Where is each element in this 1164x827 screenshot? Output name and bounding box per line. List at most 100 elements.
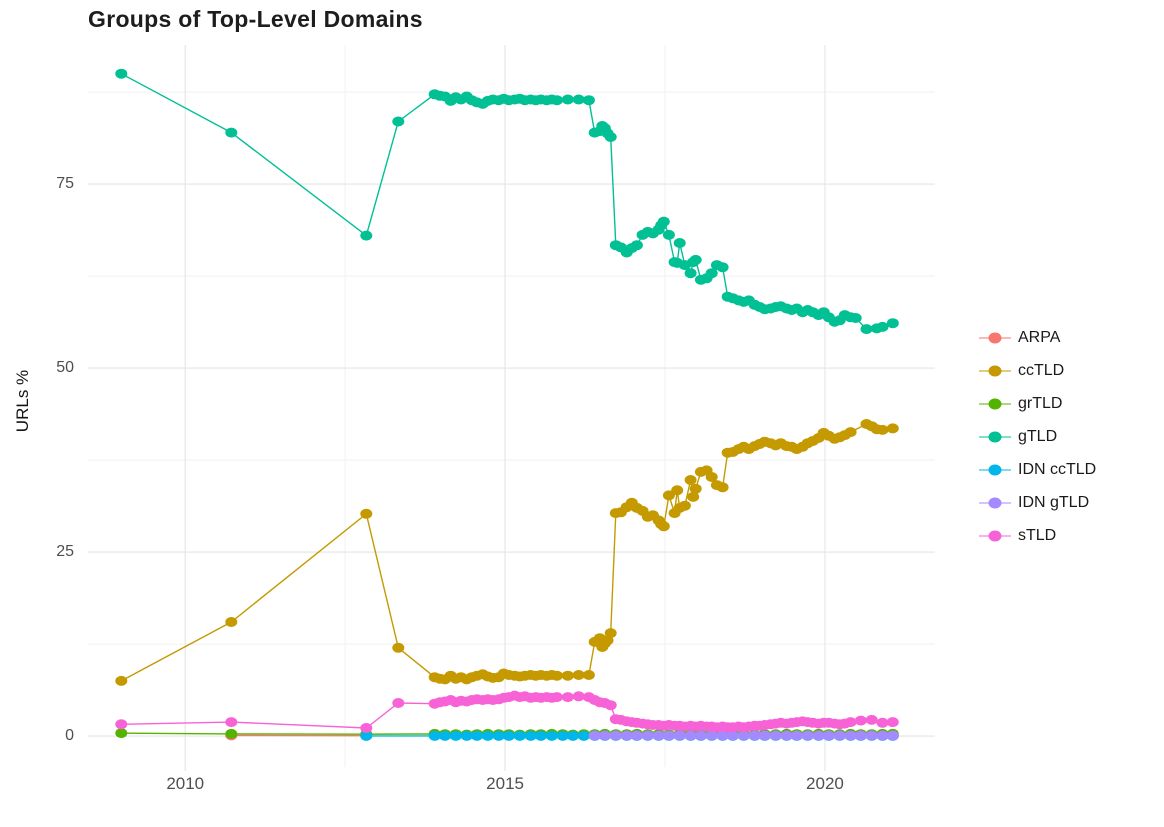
data-point-ccTLD (684, 475, 697, 485)
data-point-IDN-gTLD (726, 730, 739, 741)
legend-item-grTLD: grTLD (978, 387, 1096, 420)
data-point-gTLD (561, 94, 574, 105)
data-point-gTLD (392, 116, 405, 127)
data-point-gTLD (886, 318, 899, 329)
data-point-IDN-ccTLD (524, 730, 537, 741)
data-point-gTLD (716, 262, 729, 273)
data-point-ccTLD (225, 617, 238, 627)
legend-item-sTLD: sTLD (978, 519, 1096, 552)
legend-label: ARPA (1018, 328, 1061, 346)
data-point-IDN-gTLD (684, 730, 697, 741)
data-point-ccTLD (876, 424, 889, 435)
x-tick-label: 2020 (806, 774, 844, 793)
x-tick-label: 2015 (486, 774, 524, 793)
data-point-IDN-gTLD (865, 730, 878, 741)
data-point-IDN-ccTLD (481, 730, 494, 741)
data-point-gTLD (673, 238, 686, 248)
y-tick-label: 25 (56, 543, 74, 561)
data-point-sTLD (876, 717, 889, 728)
data-point-ccTLD (689, 483, 702, 494)
legend-item-gTLD: gTLD (978, 420, 1096, 453)
data-point-IDN-ccTLD (360, 730, 373, 741)
data-point-sTLD (572, 691, 585, 702)
data-point-gTLD (876, 321, 889, 332)
data-point-IDN-gTLD (801, 730, 814, 741)
y-tick-label: 75 (56, 175, 74, 193)
data-point-ccTLD (657, 521, 670, 532)
legend-item-ccTLD: ccTLD (978, 354, 1096, 387)
data-point-IDN-gTLD (641, 730, 654, 741)
data-point-ccTLD (360, 508, 373, 519)
data-point-IDN-ccTLD (492, 730, 505, 741)
data-point-IDN-gTLD (758, 730, 771, 741)
data-point-gTLD (849, 313, 862, 323)
data-point-grTLD (115, 728, 128, 739)
data-point-IDN-gTLD (876, 730, 889, 741)
data-point-IDN-gTLD (598, 730, 611, 741)
data-point-ccTLD (572, 670, 585, 680)
data-point-ccTLD (115, 675, 128, 686)
legend: ARPA ccTLD grTLD gTLD IDN ccTLD IDN gTLD sTLD (978, 321, 1096, 552)
data-point-IDN-gTLD (673, 730, 686, 741)
legend-key-icon (979, 530, 1011, 541)
data-point-IDN-ccTLD (471, 730, 483, 741)
legend-item-IDN-gTLD: IDN gTLD (978, 486, 1096, 519)
data-point-IDN-gTLD (854, 730, 867, 741)
data-point-ccTLD (550, 670, 563, 681)
data-point-IDN-gTLD (812, 730, 825, 741)
legend-key-icon (979, 365, 1011, 376)
data-point-gTLD (604, 132, 617, 142)
legend-item-ARPA: ARPA (978, 321, 1096, 354)
data-point-IDN-gTLD (630, 730, 643, 741)
data-point-ccTLD (582, 670, 595, 680)
y-tick-label: 50 (56, 359, 74, 377)
data-point-gTLD (115, 68, 128, 79)
data-point-IDN-gTLD (822, 730, 835, 741)
data-point-IDN-gTLD (748, 730, 761, 741)
data-point-sTLD (844, 717, 857, 728)
data-point-IDN-gTLD (833, 730, 846, 741)
legend-label: IDN ccTLD (1018, 460, 1097, 478)
data-point-IDN-ccTLD (566, 730, 579, 741)
data-point-sTLD (225, 717, 238, 728)
data-point-IDN-gTLD (769, 730, 782, 741)
data-point-IDN-gTLD (705, 730, 718, 741)
legend-label: sTLD (1018, 526, 1057, 544)
data-point-ccTLD (604, 628, 617, 639)
data-point-IDN-ccTLD (449, 730, 462, 741)
data-point-gTLD (662, 229, 675, 240)
data-point-IDN-gTLD (694, 730, 707, 741)
x-tick-label: 2010 (166, 774, 205, 793)
data-point-gTLD (572, 94, 585, 105)
data-point-IDN-gTLD (620, 730, 633, 741)
data-point-gTLD (550, 95, 563, 106)
legend-label: IDN gTLD (1018, 493, 1090, 511)
data-point-IDN-ccTLD (534, 730, 547, 741)
data-point-IDN-gTLD (588, 730, 601, 741)
data-point-ccTLD (392, 642, 405, 653)
legend-label: gTLD (1018, 427, 1058, 445)
legend-item-IDN-ccTLD: IDN ccTLD (978, 453, 1096, 486)
legend-key-icon (979, 497, 1011, 508)
data-point-ccTLD (671, 485, 684, 496)
data-point-IDN-gTLD (716, 730, 729, 741)
data-point-gTLD (705, 268, 718, 279)
data-point-IDN-ccTLD (577, 730, 590, 741)
data-point-gTLD (360, 230, 373, 241)
data-point-ccTLD (886, 423, 899, 434)
data-point-ccTLD (687, 491, 700, 502)
data-point-ccTLD (678, 500, 691, 511)
legend-key-icon (979, 464, 1011, 475)
data-point-sTLD (886, 717, 899, 728)
data-point-sTLD (115, 719, 128, 730)
data-point-ccTLD (844, 427, 857, 438)
data-point-IDN-gTLD (886, 730, 899, 741)
data-point-gTLD (657, 216, 670, 227)
data-point-sTLD (561, 692, 574, 703)
chart-title: Groups of Top-Level Domains (88, 6, 423, 32)
legend-key-icon (979, 431, 1011, 442)
legend-key-icon (979, 332, 1011, 343)
data-point-IDN-ccTLD (439, 730, 451, 741)
